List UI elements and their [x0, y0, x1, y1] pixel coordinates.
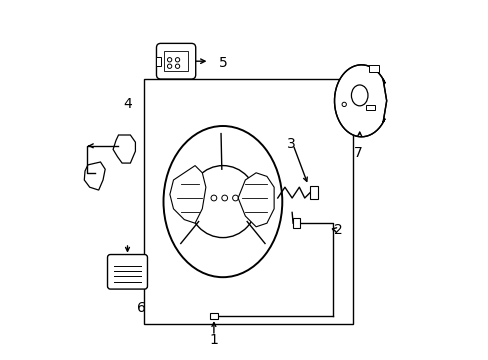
Polygon shape: [334, 65, 386, 137]
Ellipse shape: [188, 166, 257, 238]
Polygon shape: [113, 135, 135, 163]
Text: 4: 4: [123, 98, 132, 111]
Text: 2: 2: [333, 224, 342, 237]
Bar: [143, 79, 352, 324]
Text: 6: 6: [137, 301, 146, 315]
Text: 3: 3: [286, 137, 295, 151]
Text: 5: 5: [218, 56, 227, 70]
Polygon shape: [238, 173, 274, 227]
Bar: [365, 105, 374, 110]
Ellipse shape: [351, 85, 367, 106]
Polygon shape: [169, 166, 205, 223]
Text: 7: 7: [353, 146, 362, 160]
Bar: [368, 65, 379, 72]
Text: 1: 1: [209, 333, 218, 347]
FancyBboxPatch shape: [107, 255, 147, 289]
FancyBboxPatch shape: [156, 43, 195, 79]
Polygon shape: [84, 162, 105, 190]
Bar: [309, 186, 317, 199]
Bar: [164, 51, 187, 71]
Bar: [156, 57, 161, 66]
Bar: [292, 218, 299, 228]
Bar: [209, 313, 218, 319]
